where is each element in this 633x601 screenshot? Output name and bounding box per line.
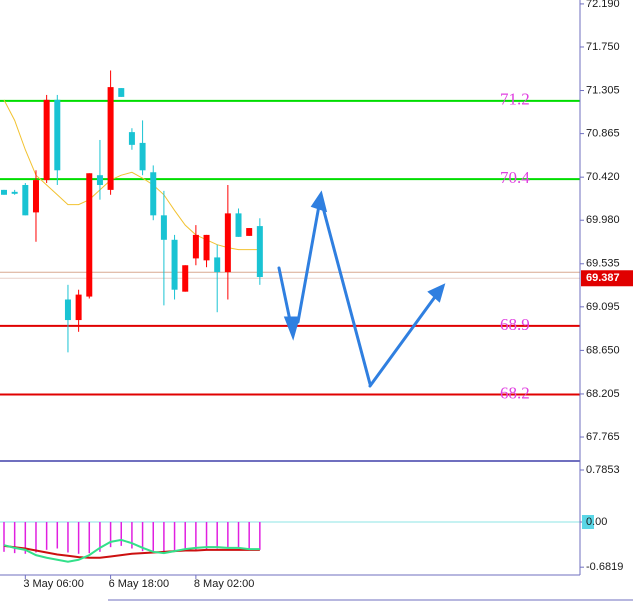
candle-body: [86, 173, 93, 297]
arrow: [368, 288, 442, 388]
x-tick-label: 6 May 18:00: [109, 578, 170, 590]
y-tick-label: 71.750: [586, 41, 620, 53]
candle-body: [246, 228, 253, 236]
level-label: 68.2: [500, 383, 530, 402]
y-tick-label: 72.190: [586, 0, 620, 10]
candle-body: [150, 172, 157, 216]
price-label: 69.387: [586, 272, 620, 284]
y-tick-label: 69.535: [586, 258, 620, 270]
x-tick-label: 3 May 06:00: [23, 578, 84, 590]
y-tick-label: 0.00: [586, 516, 607, 528]
candle-body: [107, 87, 114, 190]
arrow-head: [283, 316, 300, 341]
candle-body: [192, 234, 199, 259]
candle-body: [203, 234, 210, 261]
candle-body: [96, 175, 103, 185]
moving-average: [3, 99, 260, 251]
candle-body: [43, 99, 50, 181]
candle-body: [22, 184, 29, 216]
candle-body: [118, 88, 125, 97]
x-tick-label: 8 May 02:00: [194, 578, 255, 590]
y-tick-label: -0.6819: [586, 561, 623, 573]
zero-box: [582, 515, 594, 530]
candle-body: [224, 213, 231, 273]
y-tick-label: 68.205: [586, 388, 620, 400]
y-tick-label: 67.765: [586, 431, 620, 443]
candle-body: [214, 257, 221, 273]
level-label: 70.4: [500, 168, 530, 187]
candle-body: [64, 299, 71, 321]
arrow-head: [427, 283, 446, 303]
level-label: 71.2: [500, 90, 530, 109]
candle-body: [1, 189, 7, 195]
level-label: 68.9: [500, 315, 530, 334]
candle-body: [32, 180, 39, 213]
candle-body: [139, 142, 146, 171]
candle-body: [235, 213, 242, 237]
signal-line: [3, 544, 260, 559]
candle-body: [11, 191, 18, 194]
y-tick-label: 0.7853: [586, 464, 620, 476]
arrow: [296, 198, 322, 324]
candle-body: [182, 265, 189, 292]
forecast-arrows: [277, 190, 446, 388]
y-tick-label: 70.865: [586, 128, 620, 140]
candle-body: [75, 294, 82, 321]
y-tick-label: 71.305: [586, 84, 620, 96]
y-tick-label: 69.980: [586, 214, 620, 226]
y-tick-label: 68.650: [586, 344, 620, 356]
candle-body: [171, 239, 178, 290]
y-tick-label: 70.420: [586, 171, 620, 183]
price-box: [581, 270, 633, 287]
main-line: [3, 538, 260, 563]
candle-body: [54, 99, 61, 171]
candle-body: [160, 215, 167, 240]
candle-body: [256, 226, 263, 277]
y-tick-label: 69.095: [586, 301, 620, 313]
arrow: [319, 198, 372, 386]
candle-body: [128, 132, 135, 145]
